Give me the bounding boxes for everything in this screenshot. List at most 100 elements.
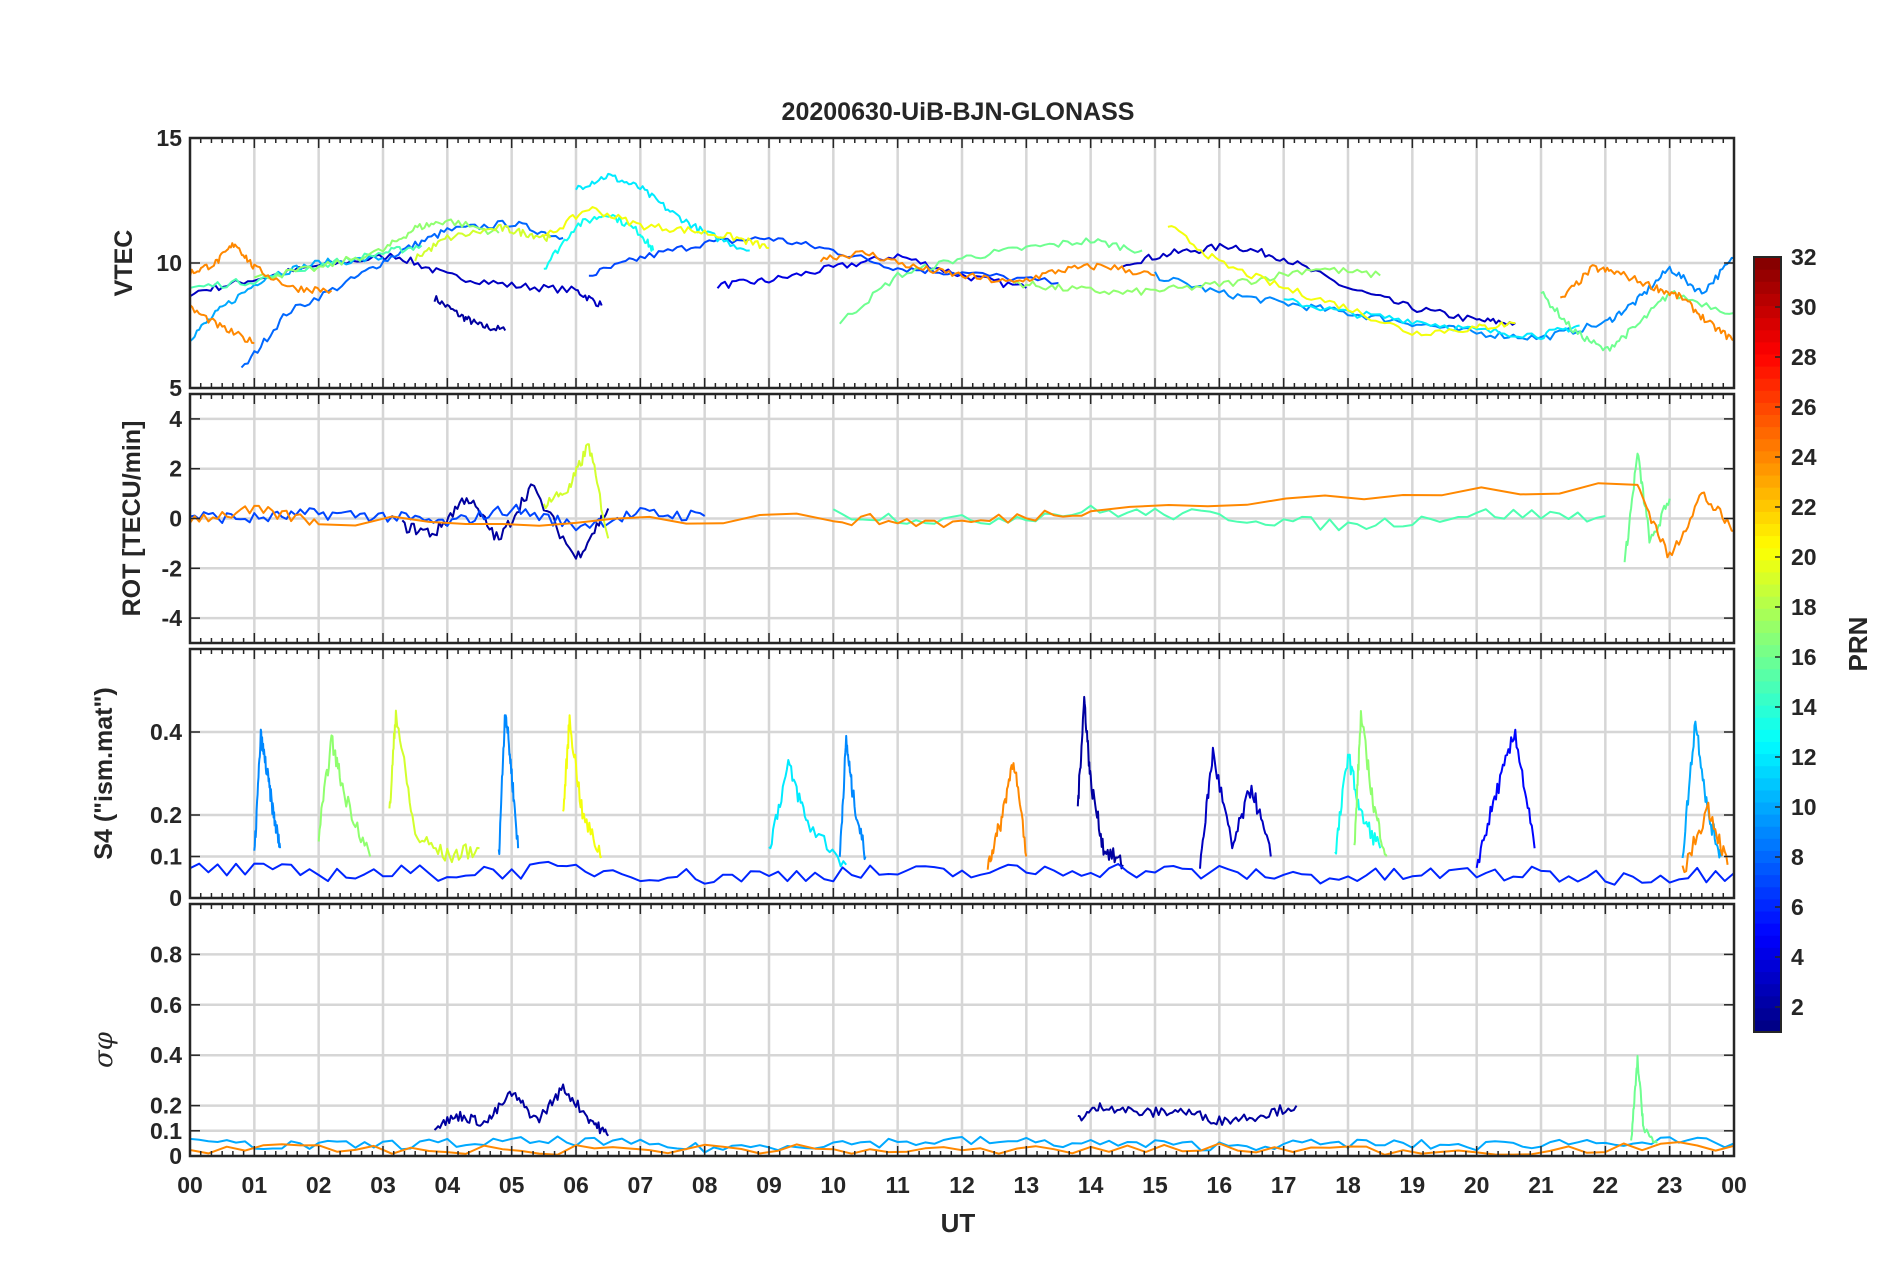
series-line-prn-12 [1283,298,1580,341]
colorbar-tick-label: 12 [1791,744,1817,770]
colorbar-segment [1754,959,1781,973]
y-tick-label: 0 [169,1143,182,1169]
y-axis-label: S4 ("ism.mat") [90,687,118,859]
colorbar-segment [1754,305,1781,319]
colorbar-tick-label: 18 [1791,594,1817,620]
colorbar-segment [1754,656,1781,670]
series-line-prn-16 [839,237,1143,325]
colorbar-tick-label: 22 [1791,494,1817,520]
colorbar-segment [1754,947,1781,960]
series-line-prn-17 [1013,266,1381,296]
y-tick-label: 10 [156,250,182,276]
x-tick-label: 21 [1528,1172,1554,1198]
series-line-prn-2 [433,1083,610,1137]
x-tick-label: 14 [1078,1172,1104,1198]
colorbar-segment [1754,801,1781,815]
colorbar-segment [1754,632,1781,646]
colorbar-tick-label: 14 [1791,694,1817,720]
series-line-prn-24 [986,762,1028,870]
y-axis-label: σφ [89,1031,119,1068]
x-tick-label: 10 [821,1172,847,1198]
colorbar-segment [1754,753,1781,767]
colorbar-tick-label: 32 [1791,244,1817,270]
series-line-prn-13 [1334,753,1382,855]
series-line-prn-9 [253,728,282,851]
colorbar-segment [1754,402,1781,416]
colorbar-segment [1754,450,1781,464]
colorbar-segment [1754,680,1781,694]
y-tick-label: 5 [169,375,182,401]
series-line-prn-19 [414,223,552,262]
colorbar-segment [1754,765,1781,779]
colorbar-segment [1754,523,1781,537]
series-line-prn-20 [543,206,770,250]
colorbar-segment [1754,886,1781,900]
series-line-prn-9 [497,714,520,856]
x-tick-label: 17 [1271,1172,1297,1198]
y-tick-label: 0.8 [150,941,182,967]
x-axis: 00 01 02 03 04 05 06 07 08 09 10 11 12 13 14 15 16 17 18 19… [177,1172,1747,1198]
colorbar-segment [1754,741,1781,755]
series-line-prn-24 [819,250,1156,284]
colorbar-segment [1754,353,1781,367]
x-tick-label: 03 [370,1172,396,1198]
x-tick-label: 09 [756,1172,782,1198]
x-tick-label: 19 [1400,1172,1426,1198]
series-line-prn-9 [838,734,867,861]
series-line-prn-3 [1199,746,1272,869]
x-tick-label: 22 [1593,1172,1619,1198]
x-tick-label: 05 [499,1172,525,1198]
colorbar-segment [1754,535,1781,549]
colorbar-tick-label: 10 [1791,794,1817,820]
y-tick-label: 0 [169,885,182,911]
series-line-prn-16 [1623,452,1671,563]
colorbar-segment [1754,426,1781,440]
series-line-prn-24 [190,304,255,344]
colorbar-segment [1754,789,1781,803]
panel-rot: -4 -2 0 2 4 ROT [TECU/min] [118,392,1736,645]
series-line-prn-2 [401,483,610,560]
colorbar-segment [1754,898,1781,912]
series-line-prn-6 [190,860,1734,886]
series-line-prn-4 [716,253,1027,289]
colorbar-segment [1754,583,1781,597]
x-tick-label: 06 [563,1172,589,1198]
x-tick-label: 04 [435,1172,461,1198]
y-tick-label: 4 [169,406,182,432]
colorbar-segment [1754,814,1781,827]
colorbar-tick-label: 20 [1791,544,1817,570]
colorbar-segment [1754,777,1781,791]
y-tick-label: 0.1 [150,1118,182,1144]
series-line-prn-2 [433,295,507,332]
series-line-prn-24 [1681,801,1729,874]
colorbar-segment [1754,474,1781,488]
colorbar-segment [1754,923,1781,936]
series-group [190,172,1734,369]
y-tick-label: 2 [169,456,182,482]
series-group [190,443,1734,563]
colorbar-segment [1754,705,1781,718]
colorbar-segment [1754,668,1781,682]
colorbar-tick-label: 28 [1791,344,1817,370]
colorbar-segment [1754,341,1781,355]
x-tick-label: 20 [1464,1172,1490,1198]
panel-sigma-phi: 00.10.2 0.4 0.6 0.8 σφ [89,902,1736,1169]
x-tick-label: 11 [886,1172,911,1198]
colorbar-segment [1754,729,1781,742]
x-tick-label: 16 [1207,1172,1233,1198]
colorbar-segment [1754,499,1781,512]
x-tick-label: 15 [1142,1172,1168,1198]
y-tick-label: 0.6 [150,992,182,1018]
x-tick-label: 00 [1721,1172,1747,1198]
y-tick-label: -4 [162,605,183,631]
x-tick-label: 00 [177,1172,203,1198]
y-tick-label: 15 [156,125,182,151]
series-line-prn-10 [1681,720,1723,859]
colorbar-segment [1754,826,1781,839]
x-tick-label: 12 [949,1172,975,1198]
y-axis-label: VTEC [110,230,138,297]
series-line-prn-19 [542,443,610,539]
colorbar-segment [1754,874,1781,888]
